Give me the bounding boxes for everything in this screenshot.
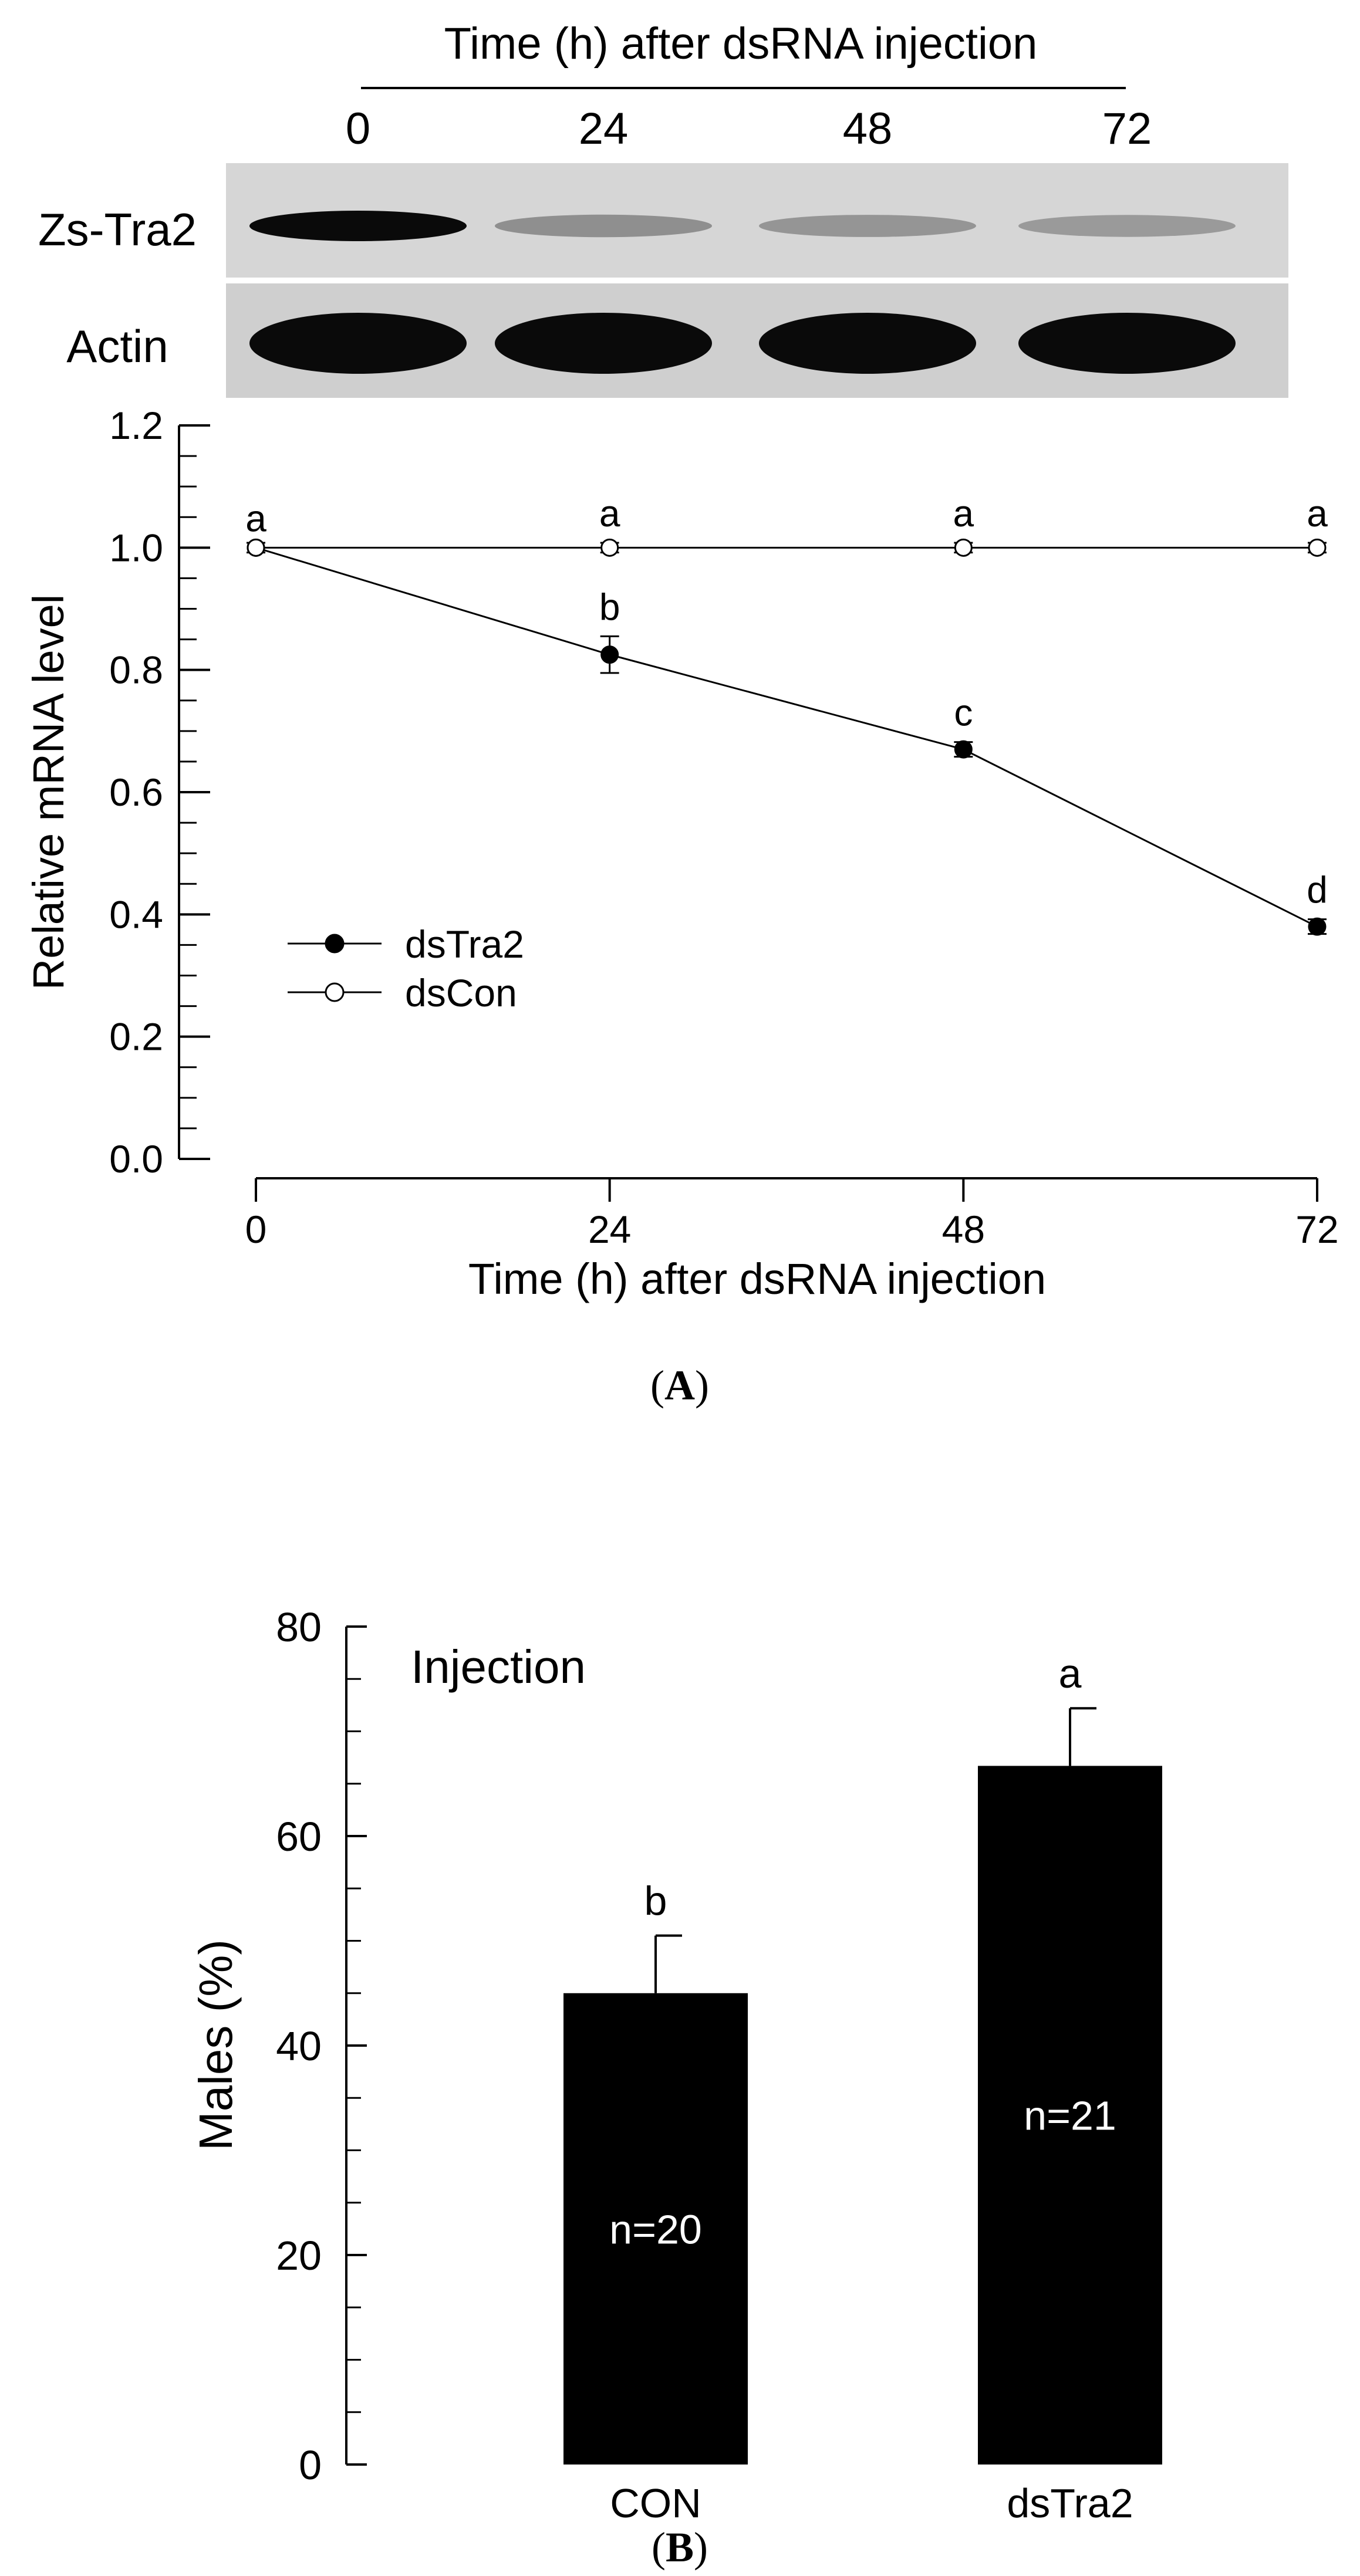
- y-tick-label: 0: [299, 2442, 322, 2488]
- y-tick-label: 1.0: [109, 526, 163, 569]
- blot-lane-labels: 0 24 48 72: [346, 104, 1152, 154]
- sample-size-label: n=21: [1024, 2093, 1116, 2139]
- legend-label-dstra2: dsTra2: [405, 922, 524, 966]
- significance-letter: b: [644, 1878, 667, 1924]
- category-label: CON: [610, 2480, 701, 2526]
- blot-band: [249, 211, 467, 241]
- significance-letter: a: [1059, 1651, 1082, 1696]
- series-line-dstra2: [255, 546, 1318, 928]
- significance-letter: b: [599, 586, 620, 628]
- series-layer: a b c d a a a: [245, 492, 1328, 936]
- bar-dstra2: [978, 1766, 1162, 2465]
- blot-bands: [249, 211, 1236, 374]
- data-point-dstra2: [600, 645, 619, 664]
- x-axis-label: Time (h) after dsRNA injection: [468, 1255, 1046, 1303]
- y-axis-ticks: 0.0 0.2 0.4 0.6 0.8 1.0 1.2: [109, 404, 210, 1181]
- y-axis-label: Males (%): [190, 1939, 242, 2151]
- y-tick-label: 20: [276, 2233, 322, 2278]
- blot-band: [759, 215, 976, 237]
- panel-a-letter: A: [664, 1362, 695, 1409]
- y-tick-label: 0.0: [109, 1137, 163, 1181]
- data-point-dscon: [954, 538, 973, 557]
- x-tick-label: 24: [588, 1208, 631, 1251]
- legend-marker-dscon: [325, 982, 345, 1002]
- data-point-dstra2: [954, 740, 973, 759]
- blot-lane-label: 72: [1102, 104, 1152, 154]
- y-tick-label: 0.8: [109, 648, 163, 692]
- significance-letter: a: [599, 492, 620, 535]
- bar-chart: 0 20 40 60 80 Injection Males (%) b n=20 CON a n…: [190, 1604, 1162, 2526]
- y-tick-label: 0.2: [109, 1015, 163, 1059]
- panel-b-label: (B): [652, 2524, 708, 2571]
- significance-letter: a: [1307, 492, 1328, 535]
- x-axis-ticks: 0 24 48 72: [245, 1178, 1339, 1251]
- y-tick-label: 0.6: [109, 770, 163, 814]
- blot-lane-label: 48: [843, 104, 893, 154]
- blot-band: [1018, 215, 1236, 237]
- significance-letter: d: [1307, 869, 1328, 911]
- significance-letter: c: [954, 692, 973, 734]
- data-point-dscon: [1308, 538, 1327, 557]
- blot-band: [249, 313, 467, 374]
- panel-a-label: (A): [650, 1362, 709, 1409]
- significance-letter: a: [245, 497, 266, 539]
- x-tick-label: 72: [1295, 1208, 1338, 1251]
- data-point-dscon: [247, 538, 265, 557]
- y-tick-label: 0.4: [109, 893, 163, 936]
- legend-marker-dstra2: [325, 934, 345, 954]
- y-tick-label: 80: [276, 1604, 322, 1650]
- sample-size-label: n=20: [609, 2206, 702, 2252]
- legend-label-dscon: dsCon: [405, 971, 517, 1015]
- y-axis-ticks: 0 20 40 60 80: [276, 1604, 367, 2488]
- blot-lane-label: 24: [579, 104, 629, 154]
- blot-row-label-zs-tra2: Zs-Tra2: [38, 204, 197, 255]
- x-tick-label: 48: [942, 1208, 985, 1251]
- y-tick-label: 40: [276, 2023, 322, 2069]
- y-tick-label: 60: [276, 1814, 322, 1860]
- blot-header: Time (h) after dsRNA injection: [444, 19, 1038, 69]
- category-label: dsTra2: [1007, 2480, 1133, 2526]
- bars-layer: b n=20 CON a n=21 dsTra2: [563, 1651, 1162, 2526]
- y-axis-label: Relative mRNA level: [24, 594, 73, 990]
- panel-b-letter: B: [666, 2524, 694, 2571]
- chart-title: Injection: [411, 1641, 586, 1693]
- blot-band: [495, 214, 712, 238]
- line-chart: 0.0 0.2 0.4 0.6 0.8 1.0 1.2 0 24 48 72 Relative m…: [24, 404, 1339, 1303]
- data-point-dscon: [600, 538, 619, 557]
- x-tick-label: 0: [245, 1208, 267, 1251]
- data-point-dstra2: [1308, 917, 1327, 936]
- significance-letter: a: [953, 492, 974, 535]
- blot-band: [1018, 313, 1236, 374]
- legend: dsTra2 dsCon: [288, 922, 524, 1015]
- blot-band: [495, 313, 712, 374]
- blot-row-label-actin: Actin: [66, 320, 168, 372]
- blot-band: [759, 313, 976, 374]
- blot-lane-label: 0: [346, 104, 370, 154]
- bar-con: [563, 1993, 748, 2465]
- y-tick-label: 1.2: [109, 404, 163, 447]
